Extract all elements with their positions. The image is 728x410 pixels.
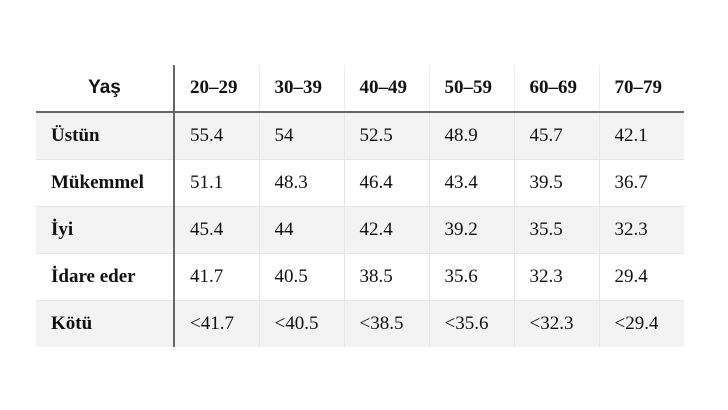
value-cell: 36.7 xyxy=(598,158,684,206)
table-row: Üstün 55.4 54 52.5 48.9 45.7 42.1 xyxy=(36,111,684,159)
value-cell: 48.3 xyxy=(258,158,344,206)
value-cell: <41.7 xyxy=(173,299,259,347)
value-cell: 45.4 xyxy=(173,205,259,253)
table-row: İyi 45.4 44 42.4 39.2 35.5 32.3 xyxy=(36,205,684,253)
value-cell: 45.7 xyxy=(513,111,599,159)
table-row: Kötü <41.7 <40.5 <38.5 <35.6 <32.3 <29.4 xyxy=(36,299,684,347)
table-row: İdare eder 41.7 40.5 38.5 35.6 32.3 29.4 xyxy=(36,252,684,300)
row-label: İdare eder xyxy=(36,252,175,300)
value-cell: 43.4 xyxy=(428,158,514,206)
row-label: Kötü xyxy=(36,299,175,347)
value-cell: 55.4 xyxy=(173,111,259,159)
row-label: Üstün xyxy=(36,111,175,159)
value-cell: 42.1 xyxy=(598,111,684,159)
value-cell: 39.2 xyxy=(428,205,514,253)
value-cell: 41.7 xyxy=(173,252,259,300)
header-cell: 70–79 xyxy=(598,65,684,113)
value-cell: <35.6 xyxy=(428,299,514,347)
header-row: Yaş 20–29 30–39 40–49 50–59 60–69 70–79 xyxy=(36,65,684,113)
value-cell: 54 xyxy=(258,111,344,159)
table-row: Mükemmel 51.1 48.3 46.4 43.4 39.5 36.7 xyxy=(36,158,684,206)
value-cell: 40.5 xyxy=(258,252,344,300)
value-cell: 52.5 xyxy=(343,111,429,159)
value-cell: <40.5 xyxy=(258,299,344,347)
value-cell: 35.5 xyxy=(513,205,599,253)
value-cell: 48.9 xyxy=(428,111,514,159)
value-cell: <29.4 xyxy=(598,299,684,347)
value-cell: 32.3 xyxy=(513,252,599,300)
value-cell: 29.4 xyxy=(598,252,684,300)
value-cell: 35.6 xyxy=(428,252,514,300)
value-cell: 42.4 xyxy=(343,205,429,253)
value-cell: <32.3 xyxy=(513,299,599,347)
header-cell: 30–39 xyxy=(258,65,344,113)
fitness-table: Yaş 20–29 30–39 40–49 50–59 60–69 70–79 Üstün 5… xyxy=(36,65,684,347)
header-cell: 20–29 xyxy=(173,65,259,113)
value-cell: 46.4 xyxy=(343,158,429,206)
row-label: İyi xyxy=(36,205,175,253)
value-cell: <38.5 xyxy=(343,299,429,347)
value-cell: 38.5 xyxy=(343,252,429,300)
row-label: Mükemmel xyxy=(36,158,175,206)
value-cell: 51.1 xyxy=(173,158,259,206)
value-cell: 44 xyxy=(258,205,344,253)
value-cell: 39.5 xyxy=(513,158,599,206)
value-cell: 32.3 xyxy=(598,205,684,253)
table-body: Üstün 55.4 54 52.5 48.9 45.7 42.1 Mükemmel 51.1 4… xyxy=(36,111,684,347)
header-cell: 50–59 xyxy=(428,65,514,113)
header-cell: 60–69 xyxy=(513,65,599,113)
header-cell: 40–49 xyxy=(343,65,429,113)
header-cell: Yaş xyxy=(36,65,175,113)
